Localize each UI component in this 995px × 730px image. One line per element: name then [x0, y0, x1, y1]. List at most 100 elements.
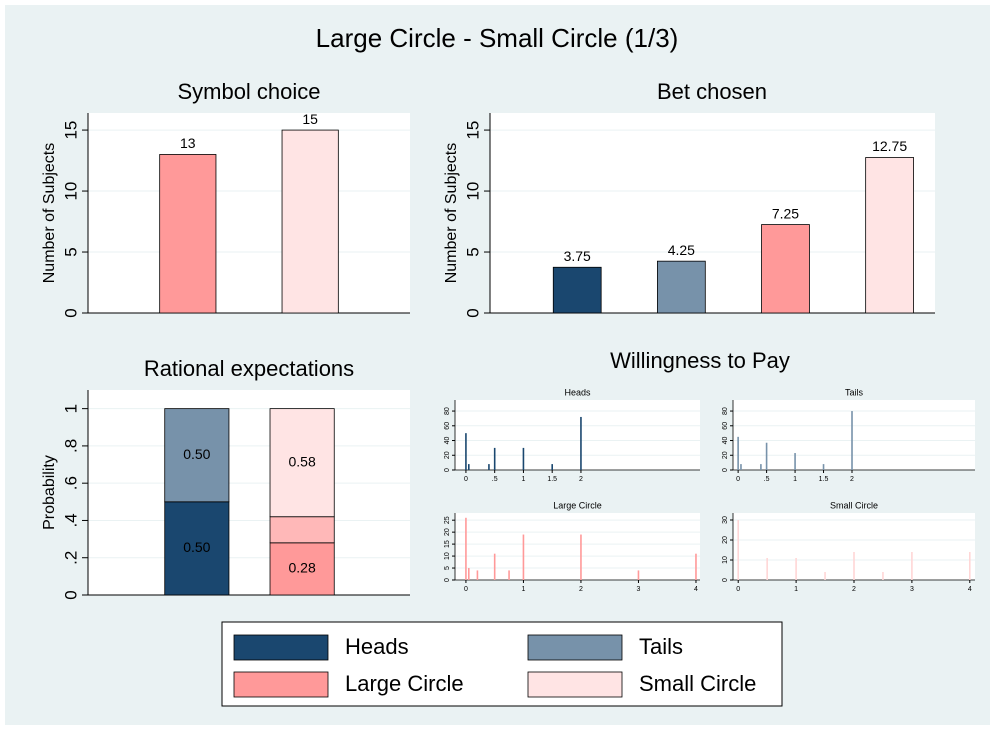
- legend-label: Heads: [345, 634, 409, 659]
- x-tick-label: 4: [968, 586, 972, 593]
- x-tick-label: 2: [850, 476, 854, 483]
- legend-label: Large Circle: [345, 671, 464, 696]
- bar: [761, 224, 810, 314]
- x-tick-label: 0: [464, 476, 468, 483]
- plot-region: [455, 400, 700, 470]
- y-tick-label: 5: [444, 566, 451, 570]
- bar: [865, 157, 914, 314]
- y-tick-label: 10: [722, 556, 729, 564]
- bar: [657, 260, 706, 314]
- y-tick-label: 10: [61, 182, 80, 201]
- bar: [552, 266, 602, 314]
- y-axis-title: Number of Subjects: [41, 143, 58, 284]
- y-tick-label: 40: [722, 437, 729, 445]
- y-tick-label: 0: [463, 308, 482, 317]
- bar-segment: [269, 542, 335, 596]
- y-axis-title: Number of Subjects: [443, 143, 460, 284]
- subpanel-title: Heads: [564, 387, 591, 397]
- x-tick-label: 0: [464, 586, 468, 593]
- bar-value-label: 15: [302, 111, 318, 127]
- bar-segment: [164, 501, 230, 596]
- x-tick-label: 0: [736, 476, 740, 483]
- y-tick-label: 40: [444, 437, 451, 445]
- panel-title: Bet chosen: [657, 79, 767, 104]
- y-tick-label: 15: [61, 121, 80, 140]
- y-tick-label: 10: [463, 182, 482, 201]
- segment-value-label: 0.50: [183, 539, 210, 555]
- x-tick-label: 2: [579, 476, 583, 483]
- y-tick-label: .2: [61, 551, 80, 565]
- y-tick-label: 10: [444, 552, 451, 560]
- legend-swatch: [233, 671, 329, 698]
- x-tick-label: 3: [910, 586, 914, 593]
- x-tick-label: 2: [852, 586, 856, 593]
- bar-value-label: 3.75: [564, 248, 591, 264]
- y-tick-label: 15: [444, 540, 451, 548]
- bar-value-label: 4.25: [668, 242, 695, 258]
- segment-value-label: 0.50: [183, 446, 210, 462]
- y-tick-label: 1: [61, 404, 80, 413]
- legend-swatch: [527, 671, 623, 698]
- x-tick-label: 1: [793, 476, 797, 483]
- x-tick-label: 1: [521, 476, 525, 483]
- y-tick-label: .8: [61, 439, 80, 453]
- bar-segment: [269, 516, 335, 544]
- panel-title: Willingness to Pay: [610, 348, 790, 373]
- x-tick-label: 1: [794, 586, 798, 593]
- subpanel-title: Small Circle: [830, 500, 878, 510]
- subpanel-title: Large Circle: [553, 500, 602, 510]
- y-tick-label: 20: [444, 451, 451, 459]
- plot-region: [88, 390, 410, 595]
- bar-value-label: 13: [180, 135, 196, 151]
- y-tick-label: .6: [61, 476, 80, 490]
- y-tick-label: 0: [722, 578, 729, 582]
- segment-value-label: 0.58: [289, 453, 316, 469]
- bar-segment: [164, 408, 230, 503]
- y-tick-label: 15: [463, 121, 482, 140]
- y-tick-label: 60: [444, 422, 451, 430]
- y-tick-label: 0: [444, 468, 451, 472]
- y-tick-label: 0: [722, 468, 729, 472]
- x-tick-label: 0: [736, 586, 740, 593]
- legend-swatch: [527, 634, 623, 661]
- y-tick-label: 60: [722, 422, 729, 430]
- y-axis-title: Probability: [41, 455, 58, 530]
- y-tick-label: 80: [722, 407, 729, 415]
- legend-swatch: [233, 634, 329, 661]
- y-tick-label: 0: [61, 308, 80, 317]
- y-tick-label: 20: [722, 451, 729, 459]
- x-tick-label: 4: [694, 586, 698, 593]
- legend-label: Small Circle: [639, 671, 756, 696]
- bar-value-label: 7.25: [772, 205, 799, 221]
- panel-title: Symbol choice: [177, 79, 320, 104]
- legend-label: Tails: [639, 634, 683, 659]
- bar-value-label: 12.75: [872, 138, 907, 154]
- y-tick-label: 0: [444, 578, 451, 582]
- x-tick-label: 3: [637, 586, 641, 593]
- x-tick-label: 1: [521, 586, 525, 593]
- y-tick-label: 30: [722, 516, 729, 524]
- x-tick-label: .5: [764, 476, 770, 483]
- y-tick-label: 80: [444, 407, 451, 415]
- y-tick-label: 20: [722, 536, 729, 544]
- bar: [281, 129, 339, 314]
- bar-segment: [269, 408, 335, 518]
- figure-title: Large Circle - Small Circle (1/3): [316, 23, 679, 53]
- x-tick-label: 1.5: [547, 476, 557, 483]
- x-tick-label: .5: [492, 476, 498, 483]
- y-tick-label: 5: [61, 247, 80, 256]
- subpanel-title: Tails: [845, 387, 864, 397]
- x-tick-label: 2: [579, 586, 583, 593]
- x-tick-label: 1.5: [819, 476, 829, 483]
- y-tick-label: 0: [61, 590, 80, 599]
- plot-region: [455, 513, 700, 580]
- y-tick-label: .4: [61, 513, 80, 527]
- y-tick-label: 25: [444, 516, 451, 524]
- segment-value-label: 0.28: [289, 560, 316, 576]
- plot-region: [733, 400, 975, 470]
- y-tick-label: 20: [444, 528, 451, 536]
- bar: [159, 154, 217, 314]
- panel-title: Rational expectations: [144, 356, 354, 381]
- plot-region: [88, 113, 410, 313]
